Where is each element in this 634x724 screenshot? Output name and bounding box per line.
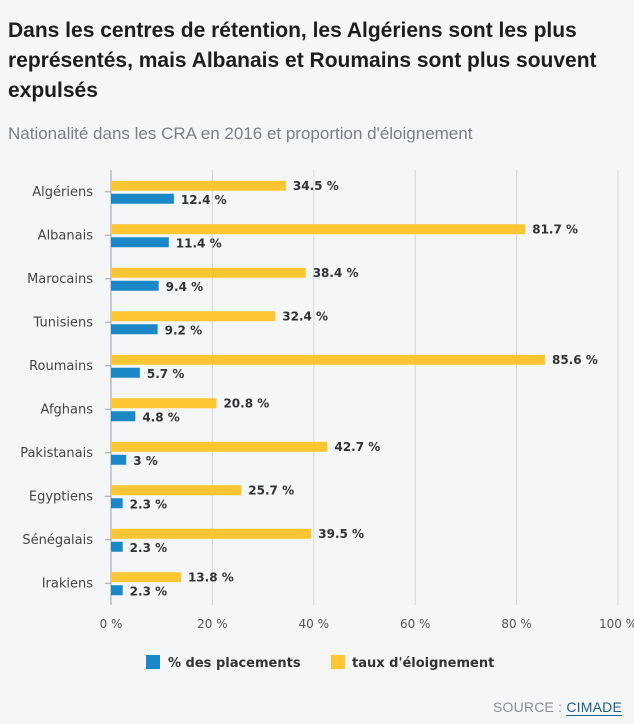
data-label: 9.2 %: [165, 323, 202, 337]
bar-placements: [111, 411, 136, 422]
bar-placements: [111, 193, 174, 204]
bar-placements: [111, 237, 169, 248]
data-label: 81.7 %: [532, 222, 578, 236]
data-label: 38.4 %: [313, 266, 359, 280]
bar-eloignement: [111, 267, 306, 278]
chart-title: Dans les centres de rétention, les Algér…: [8, 19, 597, 102]
x-tick-label: 40 %: [299, 617, 330, 631]
data-label: 2.3 %: [130, 541, 167, 555]
bar-placements: [111, 585, 123, 596]
bar-placements: [111, 454, 127, 465]
bar-eloignement: [111, 180, 286, 191]
x-tick-label: 20 %: [197, 617, 228, 631]
category-label: Tunisiens: [33, 315, 94, 330]
category-label: Albanais: [38, 228, 94, 243]
category-label: Roumains: [29, 359, 93, 374]
data-label: 32.4 %: [282, 309, 328, 323]
source-credit: SOURCE : CIMADE: [492, 699, 622, 716]
legend-label-placements: % des placements: [168, 656, 301, 671]
bar-placements: [111, 367, 140, 378]
bar-placements: [111, 324, 158, 335]
bar-eloignement: [111, 441, 328, 452]
data-label: 85.6 %: [552, 353, 598, 367]
category-label: Algériens: [32, 185, 93, 200]
data-label: 34.5 %: [293, 179, 339, 193]
chart-subtitle: Nationalité dans les CRA en 2016 et prop…: [8, 124, 473, 143]
data-label: 42.7 %: [334, 440, 380, 454]
x-tick-label: 100 %: [599, 617, 634, 631]
data-label: 2.3 %: [130, 497, 167, 511]
data-label: 11.4 %: [176, 236, 222, 250]
x-tick-label: 60 %: [400, 617, 431, 631]
bar-placements: [111, 498, 123, 509]
x-tick-label: 80 %: [501, 617, 532, 631]
bar-chart: 0 % 20 % 40 % 60 % 80 % 100 % Algériens 34.5 % 1…: [20, 170, 634, 671]
source-label: SOURCE :: [492, 699, 567, 715]
bar-eloignement: [111, 398, 217, 409]
data-label: 3 %: [133, 454, 158, 468]
bar-eloignement: [111, 485, 242, 496]
legend-label-eloignement: taux d'éloignement: [352, 656, 494, 671]
data-label: 39.5 %: [318, 527, 364, 541]
bar-eloignement: [111, 354, 545, 365]
data-label: 2.3 %: [130, 584, 167, 598]
bar-eloignement: [111, 528, 312, 539]
data-label: 25.7 %: [248, 483, 294, 497]
bar-eloignement: [111, 311, 276, 322]
category-label: Sénégalais: [22, 533, 93, 548]
bar-eloignement: [111, 572, 181, 583]
bar-placements: [111, 541, 123, 552]
category-label: Irakiens: [42, 576, 94, 591]
category-label: Afghans: [41, 402, 94, 417]
data-label: 4.8 %: [142, 410, 179, 424]
category-label: Pakistanais: [20, 446, 93, 461]
category-label: Marocains: [27, 272, 93, 287]
data-label: 20.8 %: [223, 396, 269, 410]
category-label: Egyptiens: [29, 489, 93, 504]
source-link[interactable]: CIMADE: [566, 699, 622, 716]
data-label: 9.4 %: [166, 280, 203, 294]
data-label: 13.8 %: [188, 570, 234, 584]
legend-swatch-eloignement: [331, 655, 345, 669]
data-label: 12.4 %: [181, 193, 227, 207]
x-tick-label: 0 %: [100, 617, 123, 631]
bar-eloignement: [111, 224, 526, 235]
legend-swatch-placements: [146, 655, 160, 669]
bar-placements: [111, 280, 159, 291]
data-label: 5.7 %: [147, 367, 184, 381]
